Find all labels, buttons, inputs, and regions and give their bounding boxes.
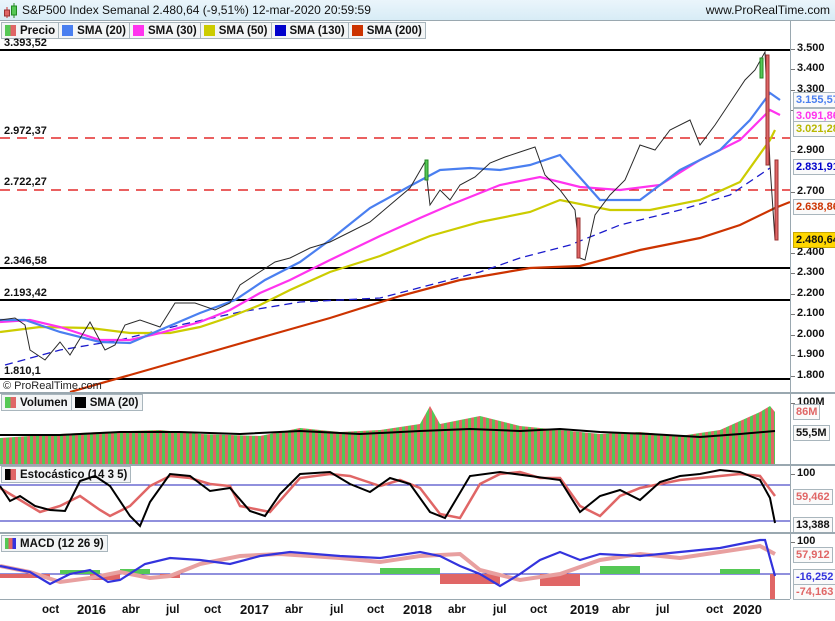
x-label: jul <box>166 604 180 616</box>
macd-legend: MACD (12 26 9) <box>1 535 108 552</box>
x-label-year: 2018 <box>403 602 432 617</box>
sma20-value-tag: 3.155,57 <box>793 92 835 108</box>
x-label: jul <box>656 604 670 616</box>
x-label: jul <box>493 604 507 616</box>
x-label-year: 2016 <box>77 602 106 617</box>
legend-volume-sma[interactable]: SMA (20) <box>71 394 143 411</box>
legend-sma-30[interactable]: SMA (30) <box>129 22 201 39</box>
macd-axis[interactable]: 100 57,912 -16,252 -74,163 <box>790 534 835 600</box>
stochastic-swatch-icon <box>5 469 16 480</box>
x-label: oct <box>706 604 724 616</box>
price-legend: Precio SMA (20) SMA (30) SMA (50) SMA (1… <box>1 22 426 39</box>
legend-sma-50[interactable]: SMA (50) <box>200 22 272 39</box>
stochastic-plot[interactable] <box>0 466 790 532</box>
x-label: oct <box>367 604 385 616</box>
sma20-swatch-icon <box>62 25 74 36</box>
x-label: abr <box>122 604 140 616</box>
volume-sma-value-tag: 55,5M <box>793 425 830 441</box>
sma200-swatch-icon <box>351 25 363 36</box>
level-label-resistance-high: 3.393,52 <box>4 37 47 49</box>
sma200-value-tag: 2.638,86 <box>793 199 835 215</box>
sma30-value-tag: 3.091,86 <box>793 108 835 124</box>
legend-sma-20[interactable]: SMA (20) <box>59 22 130 39</box>
candlestick-logo-icon <box>4 3 17 18</box>
time-axis[interactable]: oct 2016 abr jul oct 2017 abr jul oct 20… <box>0 599 790 621</box>
price-plot[interactable] <box>0 0 790 392</box>
sma130-value-tag: 2.831,91 <box>793 159 835 175</box>
x-label: oct <box>42 604 60 616</box>
brand-link[interactable]: www.ProRealTime.com <box>705 3 830 17</box>
pane-divider[interactable] <box>0 464 835 466</box>
stochastic-k-value-tag: 13,388 <box>793 517 833 533</box>
stochastic-legend: Estocástico (14 3 5) <box>1 466 132 483</box>
x-label-year: 2020 <box>733 602 762 617</box>
sma30-swatch-icon <box>132 25 144 36</box>
legend-sma-130[interactable]: SMA (130) <box>271 22 349 39</box>
volume-value-tag: 86M <box>793 404 821 420</box>
sma50-value-tag: 3.021,28 <box>793 121 835 137</box>
macd-line-value-tag: -16,252 <box>793 569 835 585</box>
chart-title: S&P500 Index Semanal 2.480,64 (-9,51%) 1… <box>22 3 371 17</box>
price-swatch-icon <box>5 25 16 36</box>
x-label: oct <box>204 604 222 616</box>
level-label-support-2: 2.193,42 <box>4 287 47 299</box>
volume-sma-swatch-icon <box>74 397 86 408</box>
x-label: abr <box>448 604 466 616</box>
x-label: jul <box>330 604 344 616</box>
x-label: oct <box>530 604 548 616</box>
macd-histogram-value-tag: -74,163 <box>793 584 835 600</box>
pane-divider[interactable] <box>0 532 835 534</box>
legend-macd[interactable]: MACD (12 26 9) <box>1 535 108 552</box>
macd-swatch-icon <box>5 538 16 549</box>
price-axis[interactable]: 3.500 3.400 3.300 3.200 2.900 2.700 2.40… <box>790 21 835 392</box>
sma50-swatch-icon <box>203 25 215 36</box>
macd-signal-value-tag: 57,912 <box>793 547 833 563</box>
x-label: abr <box>285 604 303 616</box>
x-label-year: 2017 <box>240 602 269 617</box>
level-label-support-low: 1.810,1 <box>4 365 41 377</box>
volume-legend: Volumen SMA (20) <box>1 394 143 411</box>
legend-precio[interactable]: Precio <box>1 22 60 39</box>
level-label-dashed-2: 2.722,27 <box>4 176 47 188</box>
legend-volumen[interactable]: Volumen <box>1 394 72 411</box>
sma130-swatch-icon <box>274 25 286 36</box>
stochastic-axis[interactable]: 100 59,462 13,388 <box>790 466 835 533</box>
last-price-tag: 2.480,64 <box>793 232 835 248</box>
level-label-support-1: 2.346,58 <box>4 255 47 267</box>
volume-plot[interactable] <box>0 394 790 464</box>
legend-estocastico[interactable]: Estocástico (14 3 5) <box>1 466 132 483</box>
stochastic-d-value-tag: 59,462 <box>793 489 833 505</box>
macd-plot[interactable] <box>0 534 790 600</box>
level-label-dashed-1: 2.972,37 <box>4 125 47 137</box>
x-label: abr <box>612 604 630 616</box>
volume-swatch-icon <box>5 397 16 408</box>
title-bar: S&P500 Index Semanal 2.480,64 (-9,51%) 1… <box>0 0 835 21</box>
x-label-year: 2019 <box>570 602 599 617</box>
legend-sma-200[interactable]: SMA (200) <box>348 22 426 39</box>
pane-divider[interactable] <box>0 392 835 394</box>
volume-axis[interactable]: 100M 86M 55,5M <box>790 394 835 464</box>
copyright-text: © ProRealTime.com <box>3 380 102 392</box>
